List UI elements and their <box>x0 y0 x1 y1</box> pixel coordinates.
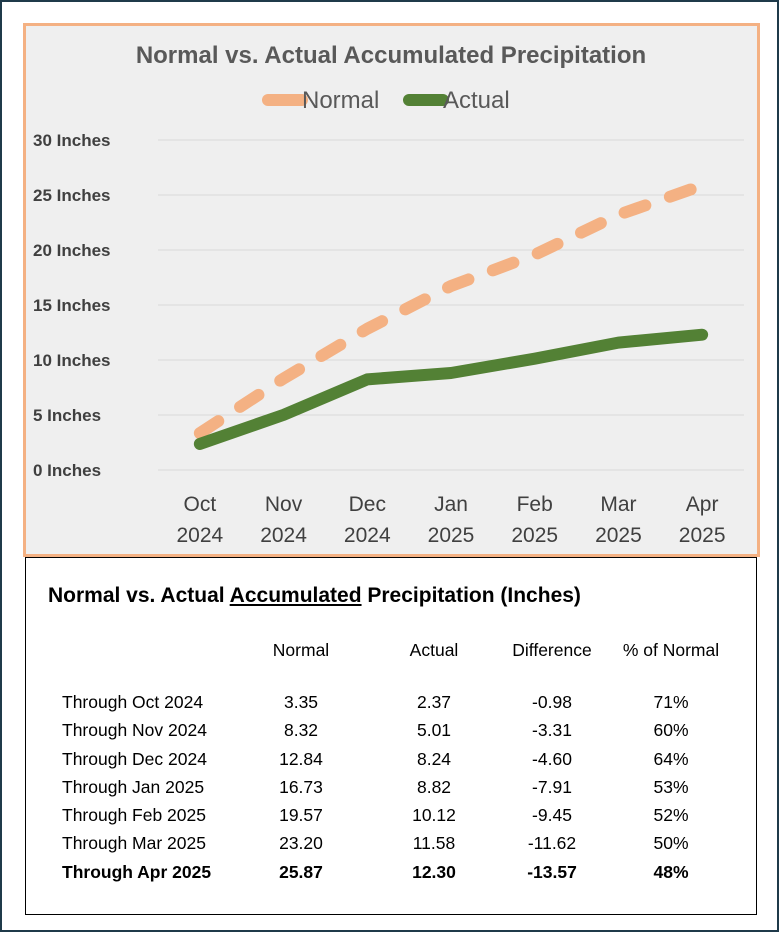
chart-gridlines <box>158 139 744 471</box>
row-label: Through Jan 2025 <box>62 777 205 797</box>
series-line-normal <box>193 179 709 440</box>
x-tick-label: Jan 2025 <box>428 493 475 547</box>
row-difference: -3.31 <box>532 720 572 740</box>
row-normal: 23.20 <box>279 833 323 853</box>
table-row: Through Mar 2025 23.20 11.58 -11.62 50% <box>26 833 756 857</box>
x-axis-ticks: Oct 2024 Nov 2024 Dec 2024 Jan 2025 Feb 2025 Mar 20… <box>176 493 725 547</box>
row-actual: 8.82 <box>416 777 452 797</box>
row-normal: 8.32 <box>283 720 319 740</box>
row-label: Through Oct 2024 <box>62 692 204 712</box>
y-tick-label: 25 Inches <box>33 186 111 205</box>
x-tick-label: Feb 2025 <box>511 493 558 547</box>
table-row: Through Feb 2025 19.57 10.12 -9.45 52% <box>26 805 756 829</box>
row-actual: 2.37 <box>416 692 452 712</box>
row-actual: 12.30 <box>412 862 456 882</box>
row-difference: -11.62 <box>527 833 577 853</box>
row-label: Through Dec 2024 <box>62 749 207 769</box>
legend-label-actual: Actual <box>443 87 510 114</box>
y-tick-label: 10 Inches <box>33 351 111 370</box>
table-title-underlined: Accumulated <box>229 584 362 607</box>
y-tick-label: 20 Inches <box>33 241 111 260</box>
row-difference: -0.98 <box>532 692 572 712</box>
table-row: Through Dec 2024 12.84 8.24 -4.60 64% <box>26 749 756 773</box>
row-actual: 11.58 <box>412 833 456 853</box>
y-axis-ticks: 0 Inches 5 Inches 10 Inches 15 Inches 20 Inc… <box>33 131 111 480</box>
table-row: Through Nov 2024 8.32 5.01 -3.31 60% <box>26 720 756 744</box>
row-percent: 48% <box>653 862 689 882</box>
row-actual: 5.01 <box>416 720 452 740</box>
precipitation-line-chart: Normal vs. Actual Accumulated Precipitat… <box>33 42 744 547</box>
row-normal: 3.35 <box>283 692 319 712</box>
column-header-percent-of-normal: % of Normal <box>622 640 720 660</box>
row-label: Through Apr 2025 <box>62 862 212 882</box>
row-difference: -4.60 <box>532 749 572 769</box>
column-header-actual: Actual <box>409 640 459 660</box>
row-difference: -9.45 <box>532 805 572 825</box>
x-tick-label: Apr 2025 <box>679 493 726 547</box>
chart-legend: Normal Actual <box>262 87 510 114</box>
summary-table-panel: Normal vs. Actual Accumulated Precipitat… <box>25 557 757 915</box>
row-actual: 8.24 <box>416 749 452 769</box>
row-normal: 25.87 <box>279 862 323 882</box>
row-percent: 71% <box>653 692 689 712</box>
x-tick-label: Mar 2025 <box>595 493 642 547</box>
row-percent: 64% <box>653 749 689 769</box>
series-line-actual <box>193 328 709 450</box>
row-label: Through Mar 2025 <box>62 833 206 853</box>
table-title-pre: Normal vs. Actual <box>48 584 230 607</box>
table-row: Through Oct 2024 3.35 2.37 -0.98 71% <box>26 692 756 716</box>
row-percent: 60% <box>653 720 689 740</box>
chart-series <box>193 179 709 450</box>
row-label: Through Nov 2024 <box>62 720 207 740</box>
y-tick-label: 30 Inches <box>33 131 111 150</box>
x-tick-label: Oct 2024 <box>176 493 223 547</box>
y-tick-label: 15 Inches <box>33 296 111 315</box>
row-percent: 53% <box>653 777 689 797</box>
row-difference: -7.91 <box>532 777 572 797</box>
table-title-post: Precipitation (Inches) <box>361 584 581 607</box>
row-actual: 10.12 <box>412 805 456 825</box>
chart-title: Normal vs. Actual Accumulated Precipitat… <box>136 42 646 69</box>
table-row: Through Jan 2025 16.73 8.82 -7.91 53% <box>26 777 756 801</box>
row-percent: 52% <box>653 805 689 825</box>
row-difference: -13.57 <box>527 862 577 882</box>
legend-label-normal: Normal <box>302 87 379 114</box>
y-tick-label: 0 Inches <box>33 461 101 480</box>
row-percent: 50% <box>653 833 689 853</box>
row-normal: 12.84 <box>279 749 323 769</box>
row-normal: 16.73 <box>279 777 323 797</box>
chart-panel: Normal vs. Actual Accumulated Precipitat… <box>23 23 760 557</box>
column-header-normal: Normal <box>272 640 330 660</box>
table-title: Normal vs. Actual Accumulated Precipitat… <box>48 584 581 608</box>
row-label: Through Feb 2025 <box>62 805 206 825</box>
table-row-total: Through Apr 2025 25.87 12.30 -13.57 48% <box>26 862 756 886</box>
y-tick-label: 5 Inches <box>33 406 101 425</box>
column-header-difference: Difference <box>512 640 592 660</box>
x-tick-label: Nov 2024 <box>260 493 307 547</box>
row-normal: 19.57 <box>279 805 323 825</box>
x-tick-label: Dec 2024 <box>344 493 391 547</box>
